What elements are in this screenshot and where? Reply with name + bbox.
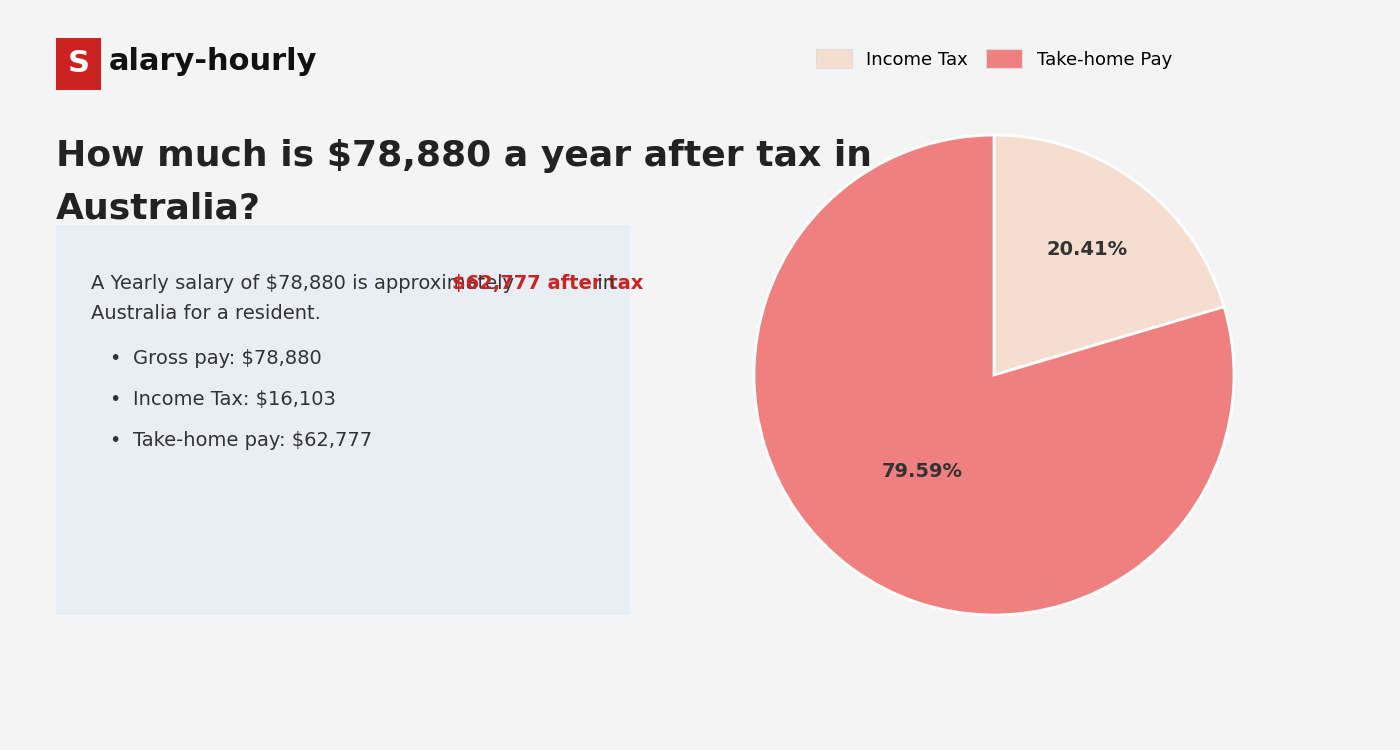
Text: Income Tax: $16,103: Income Tax: $16,103 — [133, 390, 336, 409]
Text: alary-hourly: alary-hourly — [109, 47, 318, 76]
Text: Take-home pay: $62,777: Take-home pay: $62,777 — [133, 431, 372, 450]
Text: 20.41%: 20.41% — [1047, 241, 1128, 260]
Text: Australia for a resident.: Australia for a resident. — [91, 304, 321, 322]
Legend: Income Tax, Take-home Pay: Income Tax, Take-home Pay — [809, 42, 1179, 76]
Text: •: • — [109, 390, 120, 409]
Text: Gross pay: $78,880: Gross pay: $78,880 — [133, 349, 322, 368]
Text: •: • — [109, 431, 120, 450]
Text: •: • — [109, 349, 120, 368]
Text: $62,777 after tax: $62,777 after tax — [452, 274, 643, 292]
Text: How much is $78,880 a year after tax in: How much is $78,880 a year after tax in — [56, 139, 872, 172]
FancyBboxPatch shape — [56, 225, 630, 615]
Text: 79.59%: 79.59% — [882, 462, 963, 481]
FancyBboxPatch shape — [56, 38, 101, 90]
Text: S: S — [67, 50, 90, 78]
Wedge shape — [994, 135, 1224, 375]
Text: A Yearly salary of $78,880 is approximately: A Yearly salary of $78,880 is approximat… — [91, 274, 521, 292]
Text: in: in — [591, 274, 615, 292]
Wedge shape — [755, 135, 1233, 615]
Text: Australia?: Australia? — [56, 191, 260, 225]
